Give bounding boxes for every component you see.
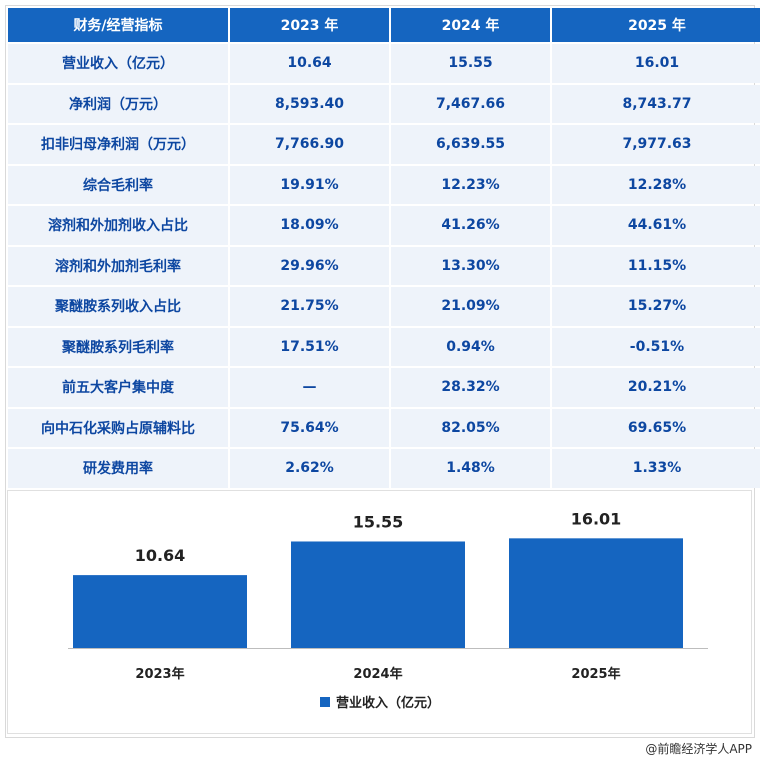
header-2025: 2025 年: [552, 8, 760, 42]
cell-2023: 10.64: [230, 44, 389, 83]
cell-2024: 13.30%: [391, 246, 550, 285]
cell-2024: 21.09%: [391, 287, 550, 326]
cell-2023: 17.51%: [230, 327, 389, 366]
x-tick-label-2: 2024年: [353, 666, 402, 682]
table-row: 综合毛利率 19.91% 12.23% 12.28%: [8, 165, 760, 204]
legend-swatch: [320, 697, 330, 707]
table-row: 向中石化采购占原辅料比 75.64% 82.05% 69.65%: [8, 408, 760, 447]
table-row: 聚醚胺系列毛利率 17.51% 0.94% -0.51%: [8, 327, 760, 366]
header-2024: 2024 年: [391, 8, 550, 42]
row-label: 溶剂和外加剂收入占比: [8, 206, 228, 245]
row-label: 扣非归母净利润（万元）: [8, 125, 228, 164]
cell-2025: 11.15%: [552, 246, 760, 285]
cell-2025: 1.33%: [552, 449, 760, 488]
row-label: 净利润（万元）: [8, 84, 228, 123]
header-2023: 2023 年: [230, 8, 389, 42]
data-label-3: 16.01: [571, 509, 622, 528]
legend-label: 营业收入（亿元）: [336, 695, 440, 711]
bar-2: [291, 541, 465, 648]
row-label: 向中石化采购占原辅料比: [8, 408, 228, 447]
row-label: 聚醚胺系列毛利率: [8, 327, 228, 366]
table-row: 聚醚胺系列收入占比 21.75% 21.09% 15.27%: [8, 287, 760, 326]
table-row: 营业收入（亿元） 10.64 15.55 16.01: [8, 44, 760, 83]
table-header-row: 财务/经营指标 2023 年 2024 年 2025 年: [8, 8, 760, 42]
cell-2025: 20.21%: [552, 368, 760, 407]
cell-2024: 0.94%: [391, 327, 550, 366]
cell-2024: 82.05%: [391, 408, 550, 447]
row-label: 综合毛利率: [8, 165, 228, 204]
data-label-2: 15.55: [353, 512, 404, 531]
row-label: 研发费用率: [8, 449, 228, 488]
cell-2025: 44.61%: [552, 206, 760, 245]
row-label: 溶剂和外加剂毛利率: [8, 246, 228, 285]
table-row: 扣非归母净利润（万元） 7,766.90 6,639.55 7,977.63: [8, 125, 760, 164]
cell-2023: 18.09%: [230, 206, 389, 245]
cell-2023: —: [230, 368, 389, 407]
cell-2024: 28.32%: [391, 368, 550, 407]
cell-2024: 7,467.66: [391, 84, 550, 123]
cell-2025: 8,743.77: [552, 84, 760, 123]
cell-2023: 8,593.40: [230, 84, 389, 123]
cell-2024: 1.48%: [391, 449, 550, 488]
cell-2025: 69.65%: [552, 408, 760, 447]
cell-2023: 75.64%: [230, 408, 389, 447]
x-tick-label-3: 2025年: [571, 666, 620, 682]
cell-2024: 12.23%: [391, 165, 550, 204]
table-row: 净利润（万元） 8,593.40 7,467.66 8,743.77: [8, 84, 760, 123]
table-row: 溶剂和外加剂毛利率 29.96% 13.30% 11.15%: [8, 246, 760, 285]
bar-3: [509, 538, 683, 648]
cell-2025: 7,977.63: [552, 125, 760, 164]
financial-table: 财务/经营指标 2023 年 2024 年 2025 年 营业收入（亿元） 10…: [6, 6, 760, 490]
row-label: 聚醚胺系列收入占比: [8, 287, 228, 326]
row-label: 营业收入（亿元）: [8, 44, 228, 83]
data-label-1: 10.64: [135, 546, 186, 565]
cell-2023: 19.91%: [230, 165, 389, 204]
cell-2025: 16.01: [552, 44, 760, 83]
bar-1: [73, 575, 247, 648]
revenue-chart-panel: 10.64 2023年 15.55 2024年 16.01 2025年营业收入（亿元）: [7, 490, 752, 734]
row-label: 前五大客户集中度: [8, 368, 228, 407]
table-row: 前五大客户集中度 — 28.32% 20.21%: [8, 368, 760, 407]
table-row: 研发费用率 2.62% 1.48% 1.33%: [8, 449, 760, 488]
header-indicator: 财务/经营指标: [8, 8, 228, 42]
cell-2023: 2.62%: [230, 449, 389, 488]
cell-2025: 15.27%: [552, 287, 760, 326]
cell-2023: 7,766.90: [230, 125, 389, 164]
cell-2025: 12.28%: [552, 165, 760, 204]
cell-2025: -0.51%: [552, 327, 760, 366]
table-row: 溶剂和外加剂收入占比 18.09% 41.26% 44.61%: [8, 206, 760, 245]
cell-2023: 29.96%: [230, 246, 389, 285]
cell-2024: 41.26%: [391, 206, 550, 245]
cell-2024: 6,639.55: [391, 125, 550, 164]
cell-2024: 15.55: [391, 44, 550, 83]
x-tick-label-1: 2023年: [135, 666, 184, 682]
source-credit: @前瞻经济学人APP: [645, 742, 752, 756]
cell-2023: 21.75%: [230, 287, 389, 326]
